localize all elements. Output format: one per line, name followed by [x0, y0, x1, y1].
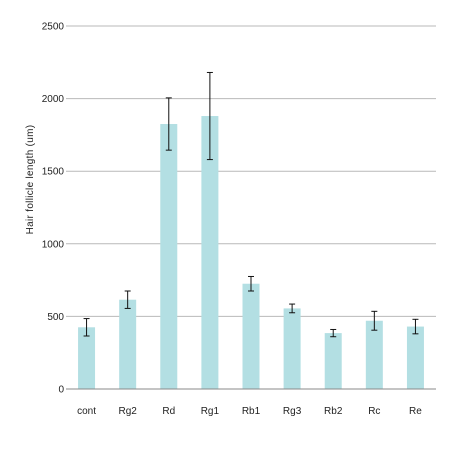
y-tick-label: 2500 — [42, 22, 65, 33]
bar — [160, 124, 178, 389]
y-axis-label: Hair follicle length (um) — [25, 125, 36, 235]
x-tick-label: Rd — [162, 406, 175, 417]
x-tick-label: Rb1 — [242, 406, 261, 417]
bar — [365, 320, 383, 389]
x-tick-label: Rg3 — [283, 406, 302, 417]
y-tick-label: 1000 — [42, 239, 65, 250]
bar — [201, 116, 219, 390]
y-tick-label: 500 — [47, 312, 64, 323]
x-tick-label: Rg2 — [118, 406, 137, 417]
bar — [406, 326, 424, 389]
bar — [119, 299, 137, 389]
y-tick-label: 2000 — [42, 94, 65, 105]
x-tick-label: Rb2 — [324, 406, 343, 417]
x-tick-label: Re — [409, 406, 422, 417]
bar — [242, 283, 260, 389]
x-tick-label: Rg1 — [201, 406, 220, 417]
grid-lines — [66, 25, 436, 317]
x-tick-label: cont — [77, 406, 96, 417]
x-tick-label: Rc — [368, 406, 380, 417]
y-tick-label: 1500 — [42, 167, 65, 178]
bar — [283, 308, 301, 389]
bar — [324, 333, 342, 389]
y-tick-labels: 0 500 1000 1500 2000 2500 — [42, 22, 65, 396]
y-tick-label: 0 — [58, 385, 64, 396]
bar — [78, 327, 96, 389]
x-tick-labels: cont Rg2 Rd Rg1 Rb1 Rg3 Rb2 Rc Re — [77, 406, 422, 417]
error-bars — [83, 71, 419, 338]
bars — [78, 116, 424, 390]
